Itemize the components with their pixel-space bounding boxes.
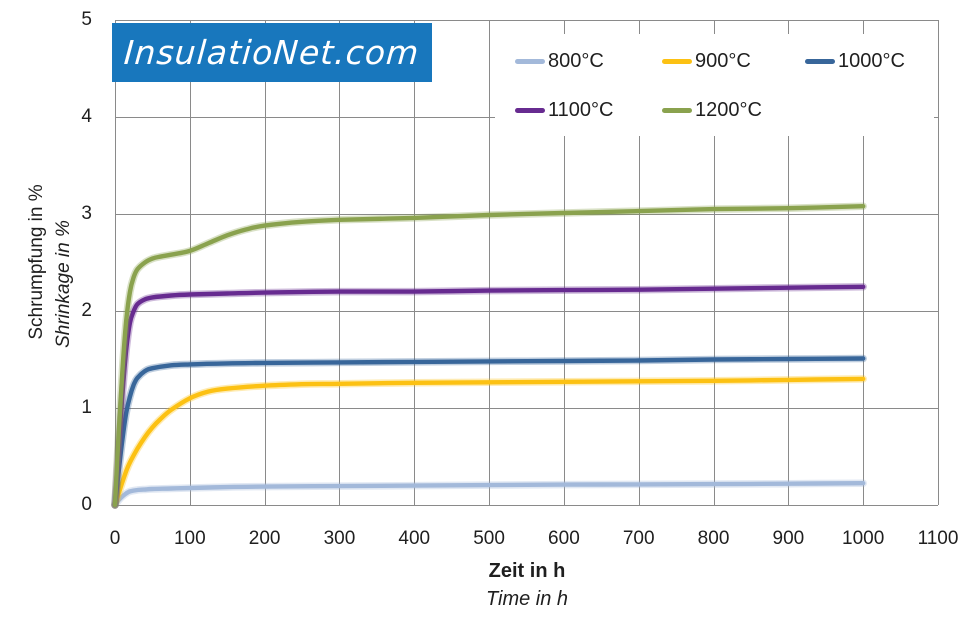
y-tick-label: 0 bbox=[81, 494, 92, 515]
x-tick-label: 1000 bbox=[842, 528, 885, 549]
legend-swatch-1100c bbox=[515, 107, 545, 113]
legend-background bbox=[495, 34, 934, 136]
y-tick-label: 1 bbox=[81, 397, 92, 418]
legend-label-800c: 800°C bbox=[548, 50, 604, 72]
series-line-1000°C bbox=[112, 356, 866, 508]
x-tick-label: 700 bbox=[622, 528, 655, 549]
legend-item-900c: 900°C bbox=[662, 49, 751, 73]
legend-item-1200c: 1200°C bbox=[662, 98, 762, 122]
legend-item-1100c: 1100°C bbox=[515, 98, 613, 122]
series-line-900°C bbox=[112, 376, 866, 508]
insulationet-logo: InsulatioNet.com bbox=[112, 23, 432, 82]
y-axis-title-en: Shrinkage in % bbox=[53, 220, 74, 348]
series-line-1100°C bbox=[112, 284, 866, 508]
legend-item-800c: 800°C bbox=[515, 49, 604, 73]
legend-label-900c: 900°C bbox=[695, 50, 751, 72]
legend-label-1000c: 1000°C bbox=[838, 50, 905, 72]
y-tick-label: 2 bbox=[81, 300, 92, 321]
x-tick-label: 200 bbox=[248, 528, 281, 549]
x-tick-label: 800 bbox=[697, 528, 730, 549]
legend-swatch-1000c bbox=[805, 58, 835, 64]
x-tick-label: 500 bbox=[473, 528, 505, 549]
x-tick-label: 300 bbox=[323, 528, 356, 549]
series-line-1200°C bbox=[112, 204, 866, 508]
insulationet-logo-text: InsulatioNet.com bbox=[122, 33, 422, 72]
legend-swatch-900c bbox=[662, 58, 692, 64]
y-tick-label: 3 bbox=[81, 203, 92, 224]
x-tick-label: 0 bbox=[109, 528, 121, 549]
y-tick-label: 5 bbox=[81, 9, 92, 30]
legend-label-1100c: 1100°C bbox=[548, 99, 614, 121]
x-tick-label: 100 bbox=[173, 528, 206, 549]
x-tick-label: 900 bbox=[772, 528, 805, 549]
x-tick-label: 400 bbox=[398, 528, 431, 549]
legend-swatch-800c bbox=[515, 58, 545, 64]
x-axis-title-de: Zeit in h bbox=[488, 560, 566, 582]
y-tick-label: 4 bbox=[81, 106, 92, 127]
series-line-800°C bbox=[112, 481, 866, 508]
legend-item-1000c: 1000°C bbox=[805, 49, 905, 73]
y-axis-title-de: Schrumpfung in % bbox=[26, 184, 47, 340]
x-tick-label: 600 bbox=[548, 528, 580, 549]
x-axis-title-en: Time in h bbox=[485, 588, 569, 610]
legend-label-1200c: 1200°C bbox=[695, 99, 762, 121]
x-tick-label: 1100 bbox=[917, 528, 959, 549]
legend-swatch-1200c bbox=[662, 107, 692, 113]
